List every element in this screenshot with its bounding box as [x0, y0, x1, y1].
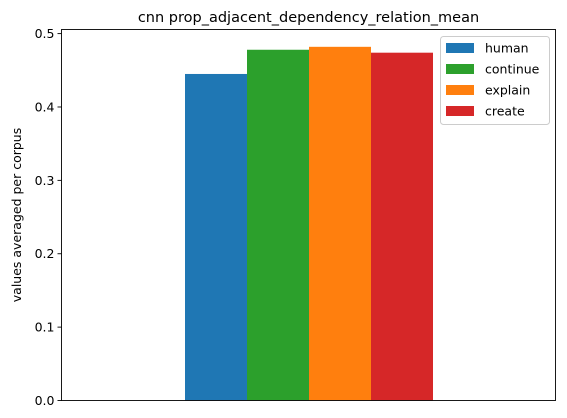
bar-explain	[309, 46, 371, 401]
y-tick-label: 0.2	[35, 246, 55, 261]
chart-title: cnn prop_adjacent_dependency_relation_me…	[138, 10, 479, 26]
y-axis: 0.0 0.1 0.2 0.3 0.4 0.5	[35, 26, 62, 408]
legend-frame	[440, 36, 550, 125]
plot-frame	[61, 29, 556, 401]
legend-label-human: human	[485, 41, 529, 56]
y-tick-label: 0.0	[35, 393, 55, 408]
y-tick-label: 0.5	[35, 26, 55, 41]
legend-label-continue: continue	[485, 62, 540, 77]
y-axis-label: values averaged per corpus	[9, 128, 24, 302]
y-tick-label: 0.3	[35, 173, 55, 188]
legend-swatch-create	[446, 106, 474, 116]
legend-label-create: create	[485, 104, 525, 119]
legend-swatch-continue	[446, 64, 474, 74]
legend-label-explain: explain	[485, 83, 530, 98]
legend: human continue explain create	[440, 36, 550, 125]
plot-area	[61, 29, 556, 401]
bars-group	[185, 46, 433, 401]
y-tick-label: 0.4	[35, 99, 55, 114]
bar-human	[185, 73, 247, 401]
legend-swatch-explain	[446, 85, 474, 95]
y-tick-label: 0.1	[35, 320, 55, 335]
legend-swatch-human	[446, 43, 474, 53]
bar-continue	[247, 49, 309, 401]
bar-create	[371, 52, 433, 401]
